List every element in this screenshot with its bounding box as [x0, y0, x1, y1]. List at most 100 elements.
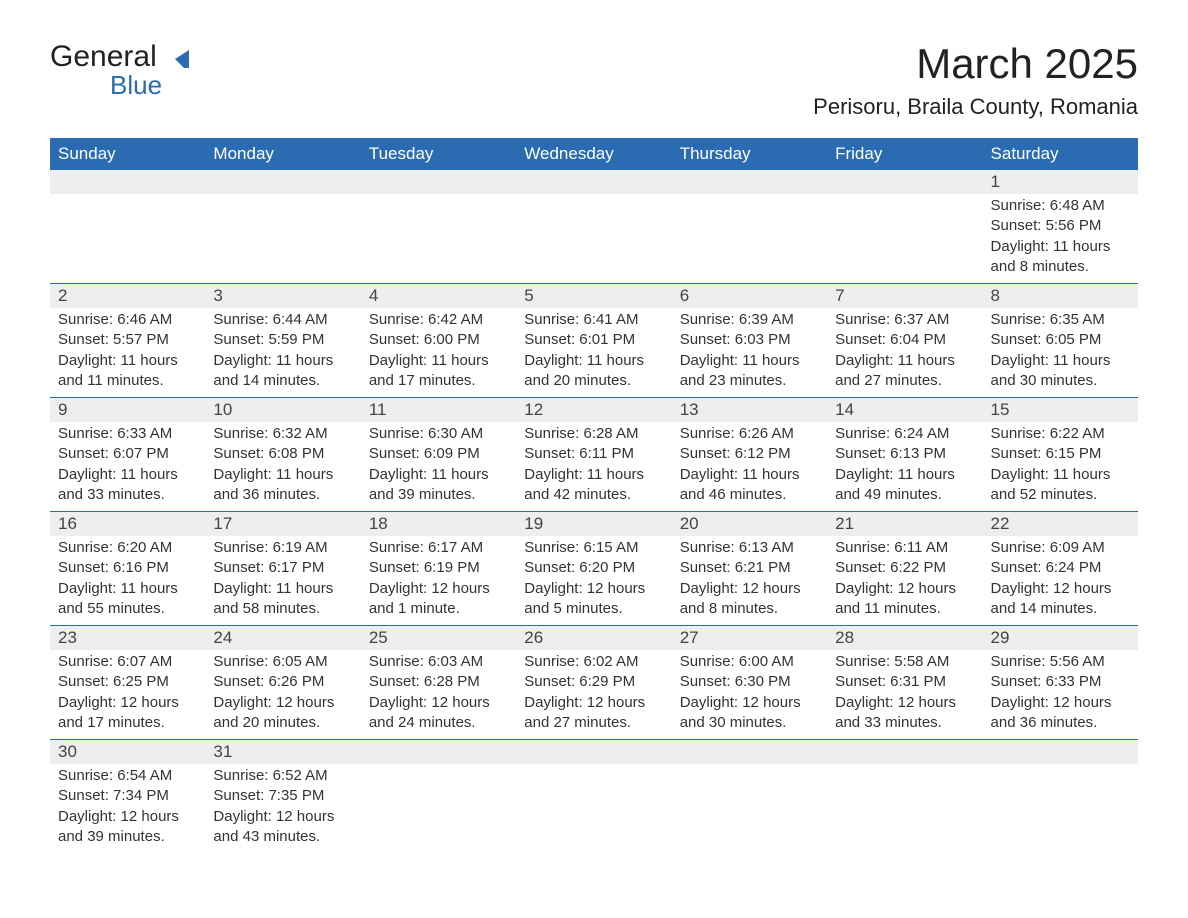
day-info-cell: Sunrise: 6:00 AMSunset: 6:30 PMDaylight:…	[672, 650, 827, 740]
daylight-line: Daylight: 12 hours and 11 minutes.	[835, 579, 974, 620]
sunset-line: Sunset: 5:59 PM	[213, 330, 352, 350]
day-info-cell: Sunrise: 6:42 AMSunset: 6:00 PMDaylight:…	[361, 308, 516, 398]
day-number-cell: 19	[516, 512, 671, 537]
day-info-cell: Sunrise: 6:52 AMSunset: 7:35 PMDaylight:…	[205, 764, 360, 853]
daylight-line: Daylight: 12 hours and 5 minutes.	[524, 579, 663, 620]
day-number-cell	[361, 170, 516, 194]
sunset-line: Sunset: 6:21 PM	[680, 558, 819, 578]
sunset-line: Sunset: 6:13 PM	[835, 444, 974, 464]
day-number-cell: 8	[983, 284, 1138, 309]
sunset-line: Sunset: 6:01 PM	[524, 330, 663, 350]
sunset-line: Sunset: 6:24 PM	[991, 558, 1130, 578]
day-number-cell	[983, 740, 1138, 765]
day-info-cell: Sunrise: 6:17 AMSunset: 6:19 PMDaylight:…	[361, 536, 516, 626]
day-info-cell: Sunrise: 6:33 AMSunset: 6:07 PMDaylight:…	[50, 422, 205, 512]
calendar-table: Sunday Monday Tuesday Wednesday Thursday…	[50, 138, 1138, 853]
daylight-line: Daylight: 12 hours and 24 minutes.	[369, 693, 508, 734]
sunset-line: Sunset: 6:28 PM	[369, 672, 508, 692]
day-number-cell: 12	[516, 398, 671, 423]
daylight-line: Daylight: 11 hours and 17 minutes.	[369, 351, 508, 392]
day-number-cell	[516, 740, 671, 765]
day-number-cell	[205, 170, 360, 194]
day-info-cell: Sunrise: 6:19 AMSunset: 6:17 PMDaylight:…	[205, 536, 360, 626]
day-info-row: Sunrise: 6:33 AMSunset: 6:07 PMDaylight:…	[50, 422, 1138, 512]
day-info-cell: Sunrise: 6:41 AMSunset: 6:01 PMDaylight:…	[516, 308, 671, 398]
day-info-row: Sunrise: 6:07 AMSunset: 6:25 PMDaylight:…	[50, 650, 1138, 740]
day-info-cell: Sunrise: 6:30 AMSunset: 6:09 PMDaylight:…	[361, 422, 516, 512]
sunrise-line: Sunrise: 6:37 AM	[835, 310, 974, 330]
sunrise-line: Sunrise: 6:22 AM	[991, 424, 1130, 444]
day-number-cell: 22	[983, 512, 1138, 537]
day-number-cell: 17	[205, 512, 360, 537]
day-info-cell: Sunrise: 6:39 AMSunset: 6:03 PMDaylight:…	[672, 308, 827, 398]
daylight-line: Daylight: 12 hours and 27 minutes.	[524, 693, 663, 734]
sunrise-line: Sunrise: 6:28 AM	[524, 424, 663, 444]
header: General Blue March 2025 Perisoru, Braila…	[50, 40, 1138, 120]
day-info-cell: Sunrise: 6:24 AMSunset: 6:13 PMDaylight:…	[827, 422, 982, 512]
sunrise-line: Sunrise: 6:24 AM	[835, 424, 974, 444]
day-number-cell	[361, 740, 516, 765]
weekday-header: Friday	[827, 138, 982, 170]
day-info-cell: Sunrise: 6:32 AMSunset: 6:08 PMDaylight:…	[205, 422, 360, 512]
day-number-cell: 14	[827, 398, 982, 423]
sunset-line: Sunset: 6:00 PM	[369, 330, 508, 350]
day-info-cell	[361, 764, 516, 853]
day-info-cell: Sunrise: 6:44 AMSunset: 5:59 PMDaylight:…	[205, 308, 360, 398]
brand-logo: General Blue	[50, 40, 189, 101]
sunrise-line: Sunrise: 6:32 AM	[213, 424, 352, 444]
daylight-line: Daylight: 11 hours and 52 minutes.	[991, 465, 1130, 506]
day-info-row: Sunrise: 6:20 AMSunset: 6:16 PM Daylight:…	[50, 536, 1138, 626]
day-info-cell: Sunrise: 6:37 AMSunset: 6:04 PMDaylight:…	[827, 308, 982, 398]
weekday-header-row: Sunday Monday Tuesday Wednesday Thursday…	[50, 138, 1138, 170]
sunset-line: Sunset: 6:09 PM	[369, 444, 508, 464]
day-number-cell: 16	[50, 512, 205, 537]
location-subtitle: Perisoru, Braila County, Romania	[813, 94, 1138, 120]
weekday-header: Tuesday	[361, 138, 516, 170]
day-info-cell: Sunrise: 6:26 AMSunset: 6:12 PMDaylight:…	[672, 422, 827, 512]
day-info-cell: Sunrise: 6:46 AMSunset: 5:57 PMDaylight:…	[50, 308, 205, 398]
day-info-cell: Sunrise: 6:15 AMSunset: 6:20 PMDaylight:…	[516, 536, 671, 626]
day-info-cell: Sunrise: 6:11 AMSunset: 6:22 PMDaylight:…	[827, 536, 982, 626]
sunset-line: Sunset: 5:56 PM	[991, 216, 1130, 236]
daylight-line: Daylight: 12 hours and 20 minutes.	[213, 693, 352, 734]
sunrise-line: Sunrise: 6:09 AM	[991, 538, 1130, 558]
day-number-cell: 30	[50, 740, 205, 765]
sunset-line: Sunset: 6:30 PM	[680, 672, 819, 692]
sunrise-line: Sunrise: 6:46 AM	[58, 310, 197, 330]
day-number-cell: 27	[672, 626, 827, 651]
daylight-line: Daylight: 11 hours and 49 minutes.	[835, 465, 974, 506]
sunrise-line: Sunrise: 6:20 AM	[58, 538, 197, 558]
day-info-cell	[50, 194, 205, 284]
sunset-line: Sunset: 6:16 PM	[58, 558, 197, 578]
sunrise-line: Sunrise: 6:17 AM	[369, 538, 508, 558]
day-number-row: 23242526272829	[50, 626, 1138, 651]
sunset-line: Sunset: 6:22 PM	[835, 558, 974, 578]
daylight-line: Daylight: 12 hours and 14 minutes.	[991, 579, 1130, 620]
day-info-cell: Sunrise: 6:22 AMSunset: 6:15 PMDaylight:…	[983, 422, 1138, 512]
day-number-cell: 9	[50, 398, 205, 423]
sunrise-line: Sunrise: 6:07 AM	[58, 652, 197, 672]
day-info-cell	[983, 764, 1138, 853]
day-number-row: 9101112131415	[50, 398, 1138, 423]
sunset-line: Sunset: 6:03 PM	[680, 330, 819, 350]
sunset-line: Sunset: 6:26 PM	[213, 672, 352, 692]
sunrise-line: Sunrise: 6:02 AM	[524, 652, 663, 672]
daylight-line: Daylight: 12 hours and 17 minutes.	[58, 693, 197, 734]
day-number-row: 3031	[50, 740, 1138, 765]
sunrise-line: Sunrise: 6:52 AM	[213, 766, 352, 786]
daylight-line: Daylight: 11 hours and 36 minutes.	[213, 465, 352, 506]
sunset-line: Sunset: 6:12 PM	[680, 444, 819, 464]
day-info-cell: Sunrise: 6:02 AMSunset: 6:29 PMDaylight:…	[516, 650, 671, 740]
daylight-line: Daylight: 11 hours and 33 minutes.	[58, 465, 197, 506]
day-info-cell	[205, 194, 360, 284]
brand-word1: General	[50, 40, 157, 74]
day-number-row: 1	[50, 170, 1138, 194]
day-info-cell: Sunrise: 6:03 AMSunset: 6:28 PMDaylight:…	[361, 650, 516, 740]
sunrise-line: Sunrise: 6:03 AM	[369, 652, 508, 672]
day-number-cell: 6	[672, 284, 827, 309]
sunrise-line: Sunrise: 6:42 AM	[369, 310, 508, 330]
sunrise-line: Sunrise: 5:56 AM	[991, 652, 1130, 672]
day-info-cell	[361, 194, 516, 284]
day-number-cell	[50, 170, 205, 194]
weekday-header: Saturday	[983, 138, 1138, 170]
